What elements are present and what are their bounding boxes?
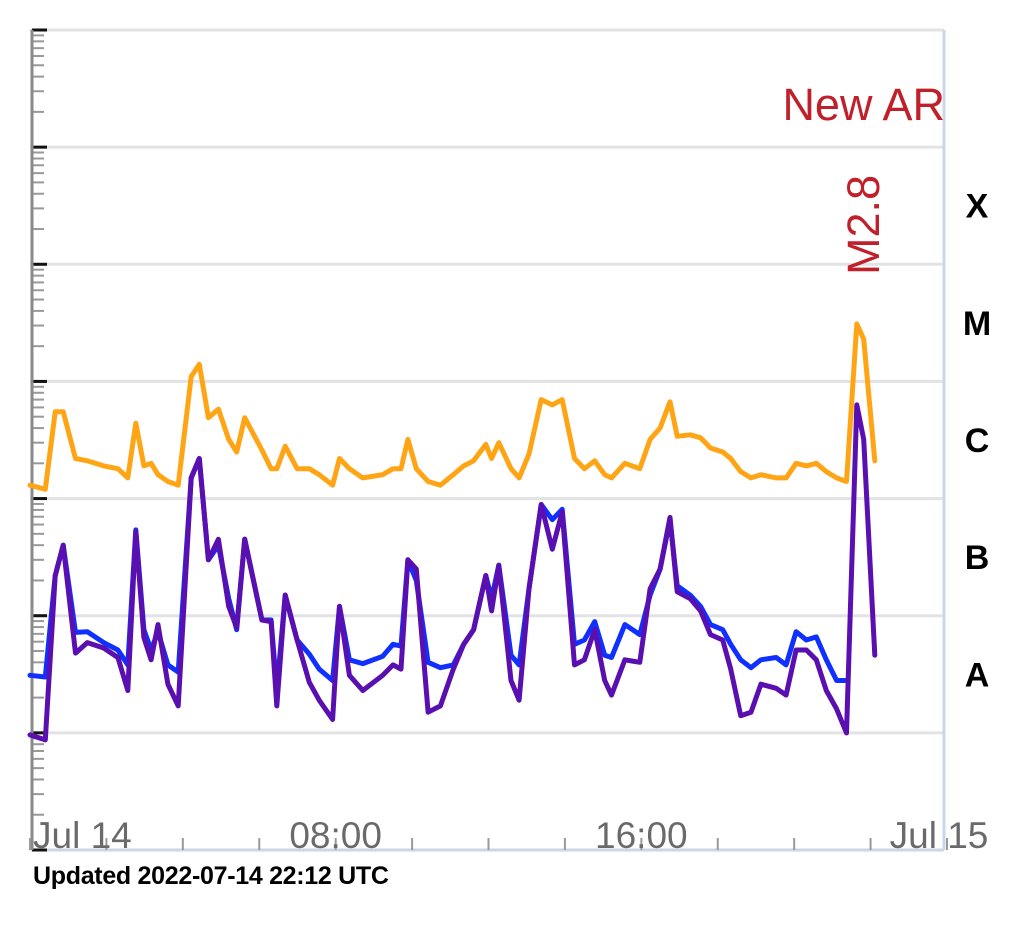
updated-timestamp: Updated 2022-07-14 22:12 UTC <box>33 862 389 890</box>
class-labels: X M C B A <box>963 188 991 695</box>
class-label-a: A <box>965 656 990 694</box>
x-axis: Jul 14 08:00 16:00 Jul 15 <box>29 815 989 856</box>
y-axis <box>30 28 47 852</box>
annotation-flare-class: M2.8 <box>838 175 889 275</box>
x-tick-label: Jul 14 <box>33 815 132 856</box>
gridlines <box>30 28 944 852</box>
plot-frame <box>32 30 946 852</box>
x-tick-label: Jul 15 <box>890 815 989 856</box>
class-label-m: M <box>963 305 991 343</box>
x-tick-label: 08:00 <box>289 815 382 856</box>
class-label-b: B <box>965 539 990 577</box>
x-tick-label: 16:00 <box>595 815 688 856</box>
series-line-1 <box>27 456 849 693</box>
series-line-0 <box>27 321 878 492</box>
class-label-c: C <box>965 422 990 460</box>
class-label-x: X <box>966 188 989 226</box>
series-lines <box>27 321 878 743</box>
annotation-new-ar: New AR <box>782 79 945 130</box>
series-line-2 <box>27 402 878 743</box>
